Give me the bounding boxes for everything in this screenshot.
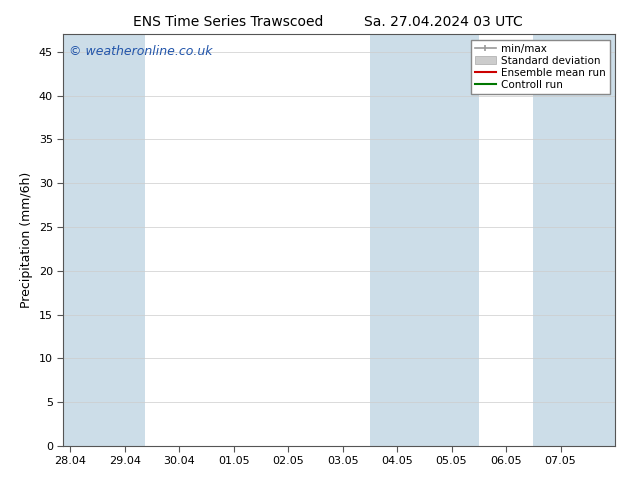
Bar [431,34,479,446]
Text: © weatheronline.co.uk: © weatheronline.co.uk [69,45,212,58]
Text: ENS Time Series Trawscoed: ENS Time Series Trawscoed [133,15,323,29]
Bar [63,34,98,446]
Bar [533,34,615,446]
Text: Sa. 27.04.2024 03 UTC: Sa. 27.04.2024 03 UTC [365,15,523,29]
Bar [98,34,145,446]
Y-axis label: Precipitation (mm/6h): Precipitation (mm/6h) [20,172,34,308]
Legend: min/max, Standard deviation, Ensemble mean run, Controll run: min/max, Standard deviation, Ensemble me… [470,40,610,94]
Bar [370,34,431,446]
